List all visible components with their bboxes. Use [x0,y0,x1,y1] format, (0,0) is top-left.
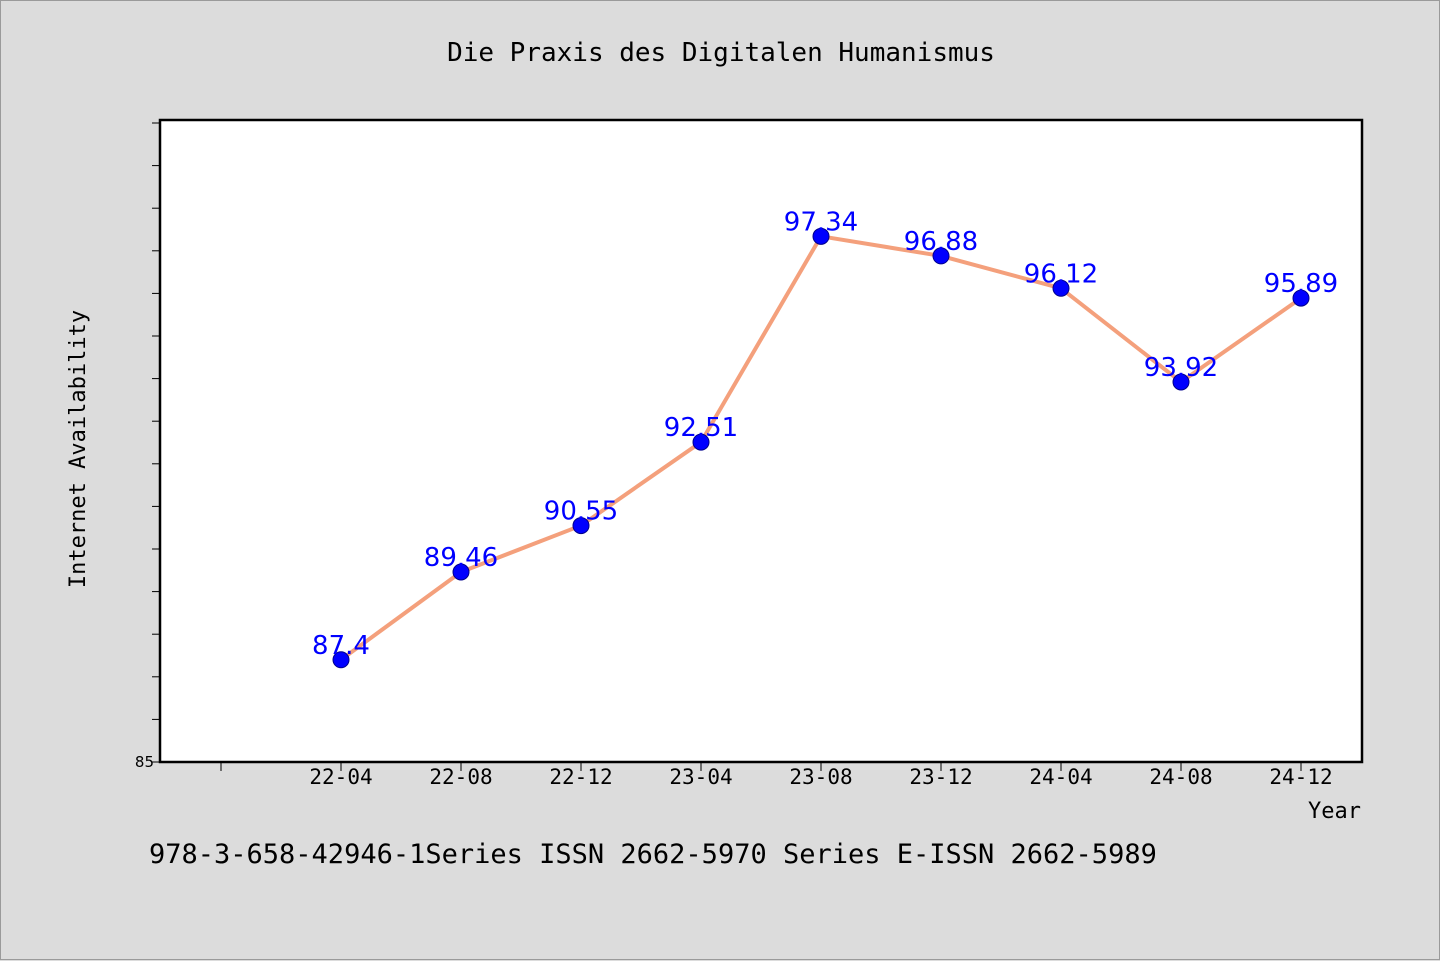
data-point [1172,373,1190,391]
x-tick-label: 24-08 [1149,765,1212,789]
data-point [692,433,710,451]
data-label: 92.51 [664,413,738,443]
x-tick-label: 23-08 [789,765,852,789]
data-point [452,563,470,581]
x-tick-label: 22-08 [429,765,492,789]
data-point [932,247,950,265]
footer-isbn-text: 978-3-658-42946-1Series ISSN 2662-5970 S… [149,839,1157,870]
data-point [572,517,590,535]
data-label: 93.92 [1144,353,1218,383]
data-labels: 87.4 89.46 90.55 92.51 97.34 96.88 96.12 93.92 9… [312,207,1338,660]
x-tick-label: 22-04 [309,765,372,789]
x-tick-label: 23-04 [669,765,732,789]
data-label: 87.4 [312,631,370,661]
data-point [332,651,350,669]
series-markers [332,227,1310,669]
data-label: 96.12 [1024,259,1098,289]
plot-area [158,118,1364,764]
data-label: 96.88 [904,227,978,257]
y-axis-ticks [152,122,160,763]
x-tick-label: 23-12 [909,765,972,789]
data-label: 97.34 [784,207,858,237]
chart-title: Die Praxis des Digitalen Humanismus [447,38,995,68]
x-tick-label: 22-12 [549,765,612,789]
x-axis-label: Year [1308,799,1361,824]
y-tick-label: 85 [135,753,154,771]
x-tick-label: 24-04 [1029,765,1092,789]
data-label: 90.55 [544,497,618,527]
x-axis-ticks [220,762,1302,771]
data-label: 89.46 [424,543,498,573]
x-tick-label: 24-12 [1269,765,1332,789]
data-point [812,227,830,245]
data-point [1292,289,1310,307]
x-axis-tick-labels: 22-04 22-08 22-12 23-04 23-08 23-12 24-04 24-08… [309,765,1332,789]
data-point [1052,279,1070,297]
data-label: 95.89 [1264,269,1338,299]
y-axis-label: Internet Availability [66,310,91,588]
